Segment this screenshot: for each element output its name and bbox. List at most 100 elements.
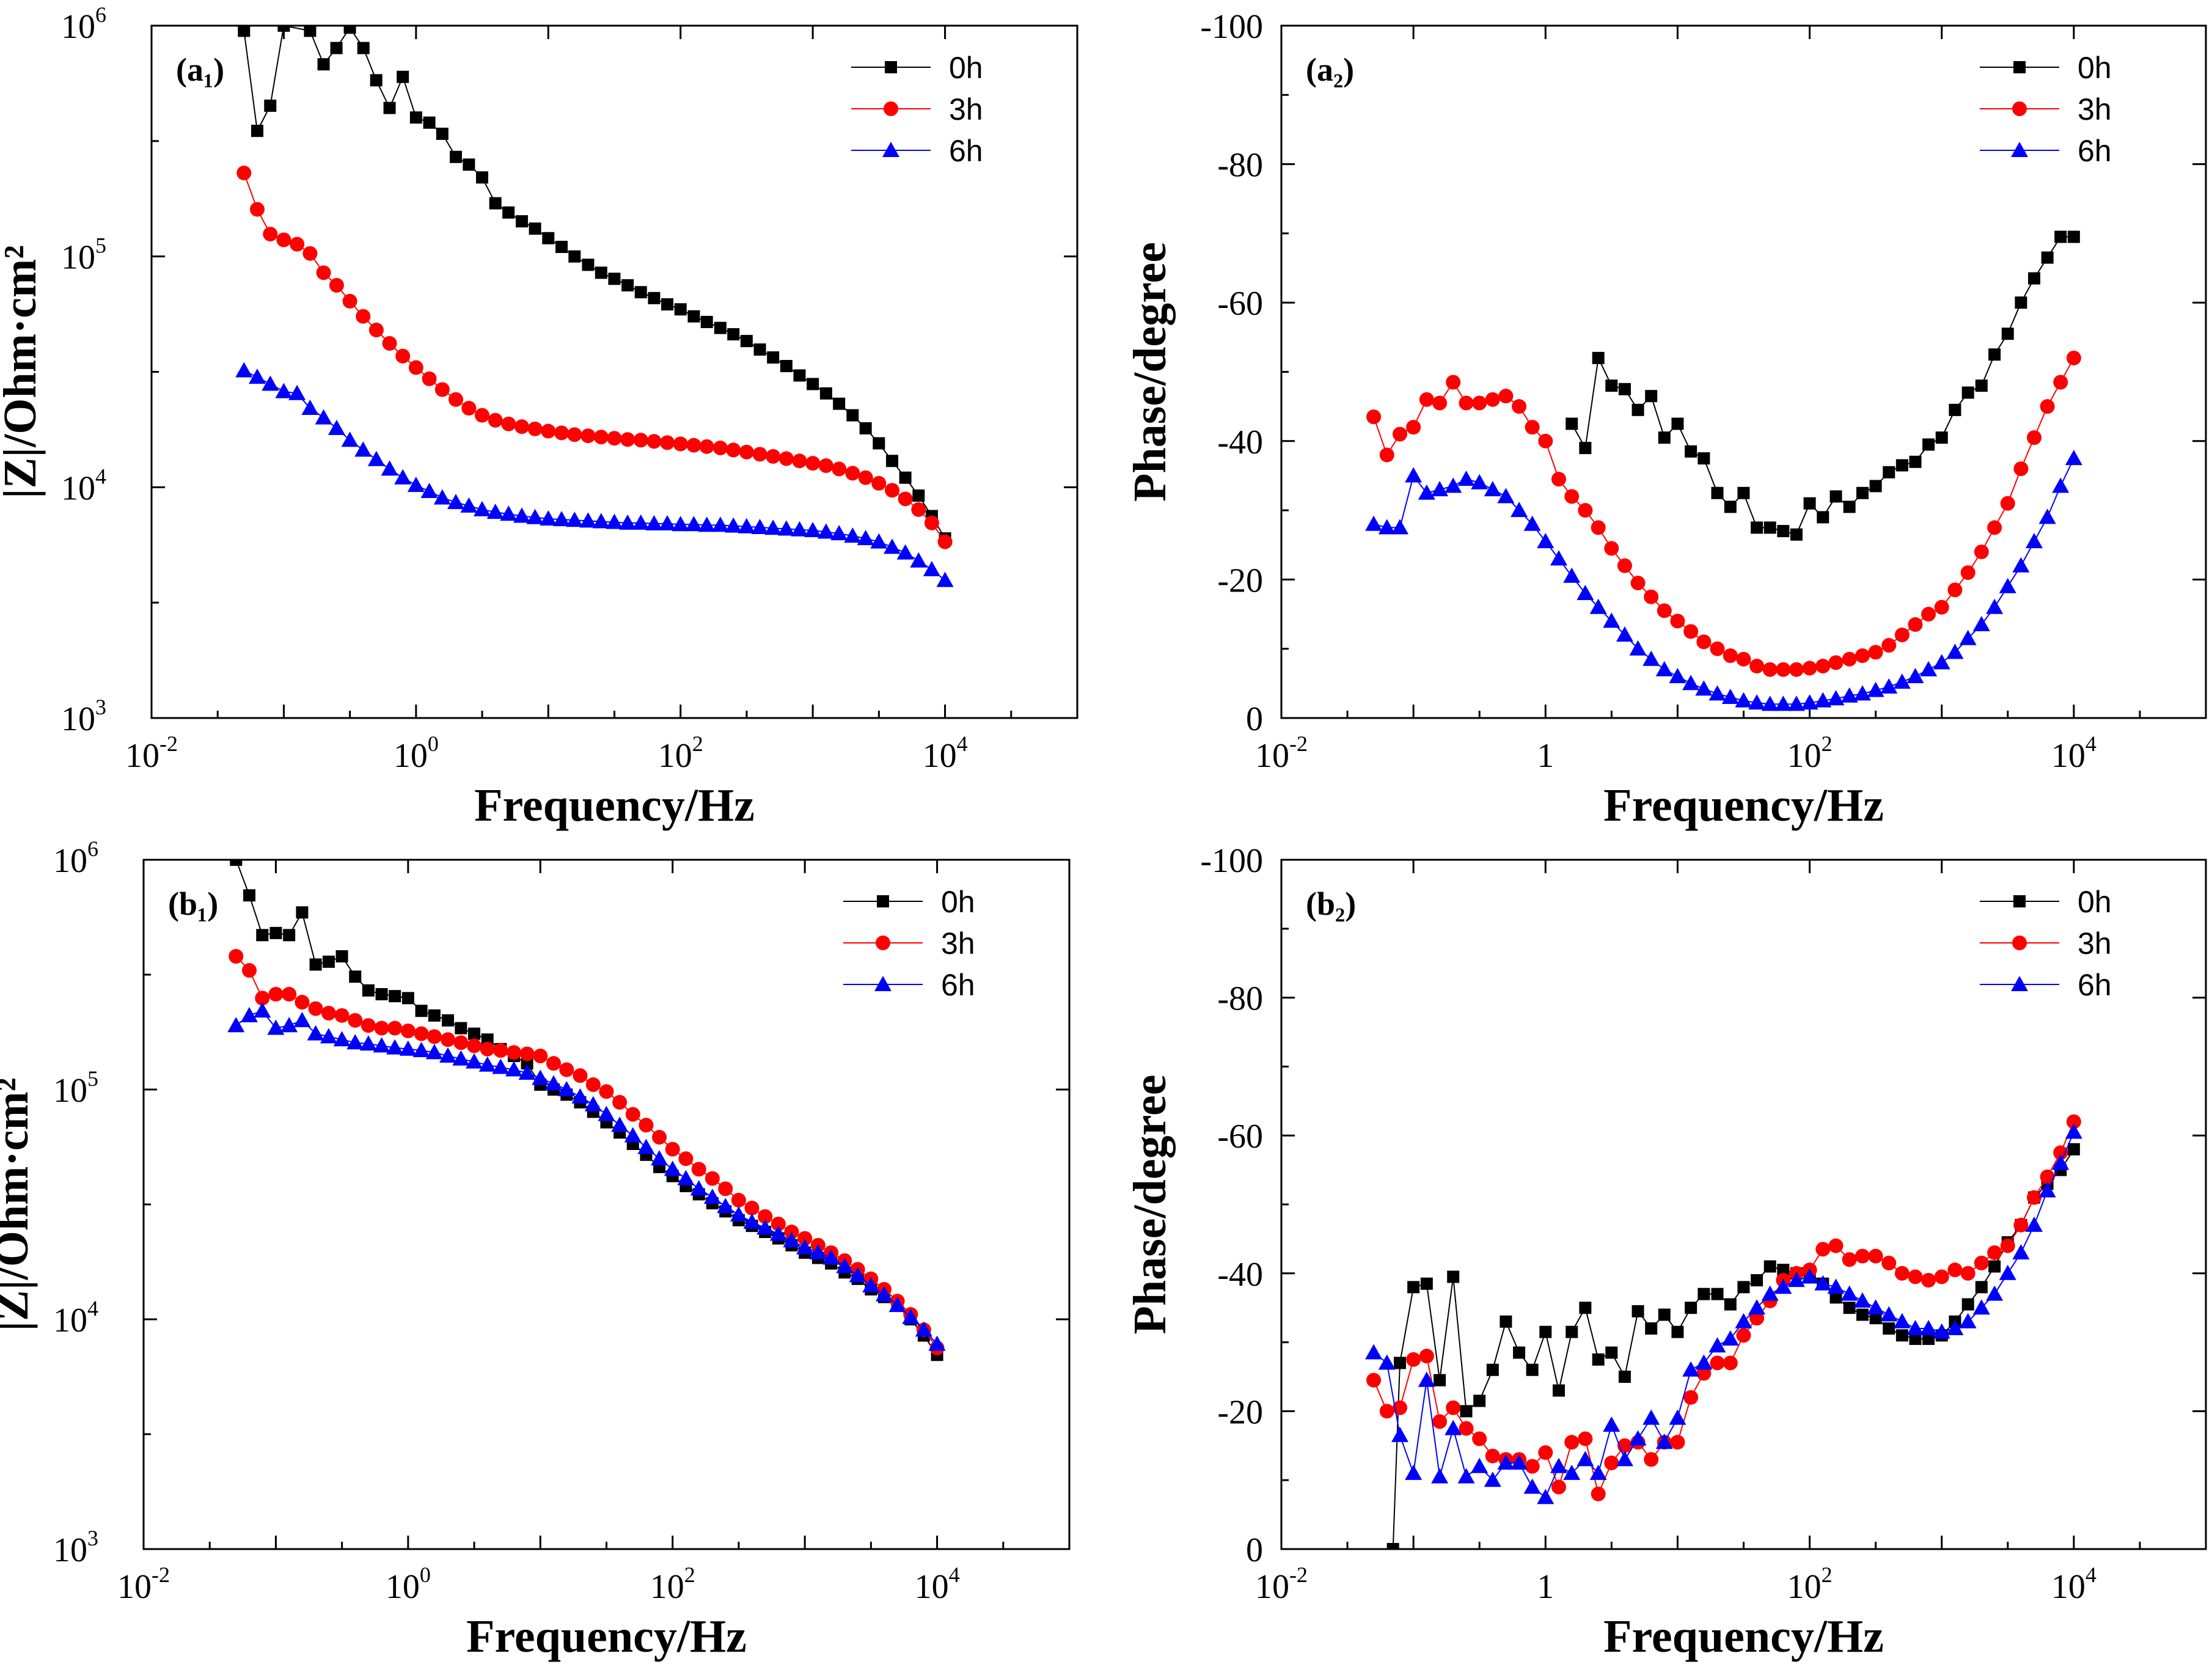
data-point-3h: [1657, 603, 1672, 618]
data-point-6h: [651, 1150, 668, 1166]
data-point-6h: [354, 441, 372, 457]
data-point-0h: [1645, 1322, 1658, 1335]
data-point-6h: [399, 1040, 417, 1056]
x-tick-label: 100: [394, 731, 439, 775]
data-point-6h: [1748, 694, 1766, 710]
data-point-6h: [1629, 640, 1647, 656]
data-point-6h: [1457, 1468, 1475, 1484]
data-point-6h: [830, 525, 848, 541]
data-point-3h: [818, 458, 833, 474]
panel-label: (b₂): [1306, 885, 1356, 922]
data-point-6h: [241, 1006, 258, 1022]
data-point-6h: [447, 494, 465, 510]
data-point-6h: [1431, 1468, 1449, 1484]
legend-label-0h: 0h: [941, 885, 975, 919]
data-point-3h: [515, 419, 530, 434]
data-point-0h: [912, 489, 925, 502]
data-point-3h: [449, 392, 464, 407]
data-point-6h: [1906, 1320, 1924, 1336]
x-axis-title: Frequency/Hz: [474, 780, 755, 831]
data-point-3h: [1485, 1448, 1500, 1464]
data-point-6h: [532, 1069, 549, 1085]
data-point-6h: [513, 507, 531, 523]
data-point-6h: [1774, 695, 1792, 711]
data-point-6h: [796, 1239, 814, 1255]
data-point-6h: [235, 362, 253, 378]
data-point-0h: [608, 273, 621, 285]
data-point-0h: [2067, 1143, 2080, 1156]
data-point-6h: [1523, 515, 1541, 531]
data-point-3h: [726, 442, 741, 458]
data-point-6h: [540, 510, 557, 526]
chart-panel-b2: 10-2 1 102 104 0 -20 -40 -60 -80 -100 Frequency/Hz…: [1124, 842, 2207, 1662]
data-point-0h: [1763, 521, 1776, 534]
data-point-3h: [408, 360, 423, 375]
x-tick-label: 102: [658, 731, 703, 775]
data-point-0h: [555, 241, 568, 254]
data-point-0h: [1988, 348, 2001, 361]
data-point-3h: [1366, 409, 1382, 425]
data-point-3h: [1432, 1414, 1448, 1429]
data-point-3h: [348, 1013, 363, 1028]
data-point-3h: [778, 451, 794, 466]
data-point-3h: [1419, 1349, 1434, 1364]
data-point-0h: [1579, 1302, 1592, 1314]
data-point-3h: [2053, 375, 2068, 390]
data-point-6h: [1616, 1451, 1633, 1467]
data-point-3h: [607, 431, 622, 446]
data-point-0h: [1856, 486, 1869, 499]
data-point-3h: [1538, 1445, 1553, 1460]
y-tick-label: -40: [1217, 423, 1263, 461]
data-point-0h: [322, 955, 335, 968]
data-point-0h: [582, 258, 595, 271]
data-point-6h: [1563, 567, 1581, 583]
data-point-6h: [386, 1039, 404, 1055]
data-point-3h: [766, 449, 781, 464]
data-point-6h: [433, 489, 451, 505]
legend-label-0h: 0h: [2078, 51, 2112, 85]
data-point-3h: [1512, 399, 1527, 414]
data-point-3h: [295, 995, 310, 1010]
data-point-3h: [533, 1049, 548, 1064]
data-point-3h: [1406, 420, 1421, 435]
data-point-6h: [1920, 661, 1938, 676]
data-point-6h: [743, 1213, 761, 1229]
data-point-6h: [844, 527, 862, 543]
data-point-3h: [691, 1162, 706, 1177]
data-point-0h: [1658, 431, 1671, 444]
data-point-3h: [898, 491, 913, 507]
data-point-6h: [1655, 1434, 1673, 1449]
data-point-3h: [334, 1008, 350, 1023]
data-point-0h: [1632, 1305, 1644, 1317]
data-point-0h: [1618, 1371, 1631, 1383]
data-point-3h: [771, 1216, 786, 1231]
data-point-6h: [474, 500, 491, 516]
data-point-3h: [567, 427, 582, 442]
data-point-3h: [453, 1035, 469, 1050]
data-point-0h: [489, 197, 502, 210]
legend-label-3h: 3h: [2078, 926, 2112, 961]
data-point-6h: [341, 431, 359, 447]
data-point-6h: [637, 1138, 655, 1154]
data-point-3h: [1578, 503, 1593, 518]
data-point-0h: [1552, 1384, 1565, 1397]
data-point-3h: [2026, 430, 2042, 445]
x-tick-label: 10-2: [1255, 1563, 1308, 1606]
data-point-6h: [690, 1180, 708, 1196]
data-point-3h: [541, 423, 556, 439]
data-point-3h: [1855, 1248, 1870, 1264]
data-point-3h: [845, 466, 860, 481]
data-point-6h: [2038, 1182, 2056, 1198]
data-point-0h: [1618, 383, 1631, 395]
data-point-6h: [1629, 1430, 1647, 1446]
data-point-0h: [648, 291, 661, 304]
data-point-3h: [1723, 1355, 1738, 1371]
data-point-0h: [740, 335, 753, 348]
data-point-3h: [1710, 641, 1725, 656]
series-line-0h: [1571, 236, 2074, 535]
data-point-6h: [592, 513, 610, 529]
data-point-6h: [1643, 1409, 1660, 1425]
data-point-6h: [910, 552, 928, 568]
data-point-6h: [1365, 1344, 1383, 1360]
data-point-0h: [767, 351, 780, 364]
